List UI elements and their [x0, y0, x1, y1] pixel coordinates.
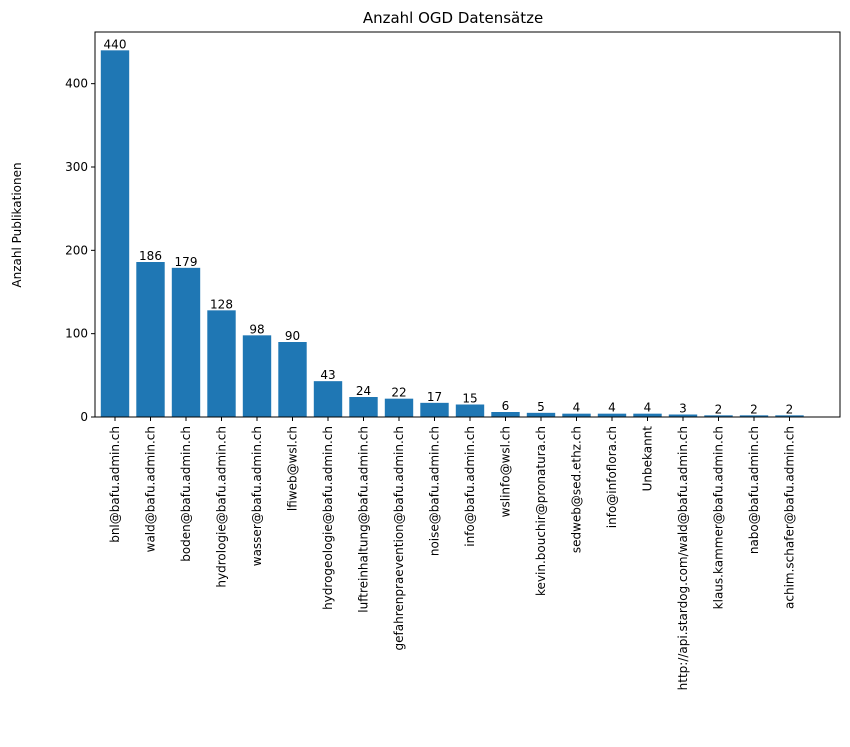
x-tick-label: hydrologie@bafu.admin.ch — [215, 426, 229, 588]
bar-value-label: 440 — [104, 37, 127, 51]
x-tick-label: noise@bafu.admin.ch — [428, 426, 442, 556]
bar-value-label: 24 — [356, 384, 371, 398]
x-tick-label: info@bafu.admin.ch — [463, 426, 477, 547]
x-axis-ticks: bnl@bafu.admin.ch wald@bafu.admin.ch boden… — [108, 417, 797, 690]
bar-value-label: 90 — [285, 329, 300, 343]
bar-value-label: 179 — [175, 255, 198, 269]
bar — [562, 413, 591, 417]
y-axis-label: Anzahl Publikationen — [10, 162, 24, 287]
bar-value-label: 128 — [210, 297, 233, 311]
bar — [668, 414, 698, 417]
bar-value-label: 15 — [462, 392, 477, 406]
y-tick-label: 100 — [65, 327, 88, 341]
x-tick-label: nabo@bafu.admin.ch — [747, 426, 761, 554]
x-tick-label: bnl@bafu.admin.ch — [108, 426, 122, 543]
bar — [739, 415, 769, 417]
x-tick-label: gefahrenpraevention@bafu.admin.ch — [392, 426, 406, 650]
bar-value-label: 43 — [320, 368, 335, 382]
y-axis-ticks: 0 100 200 300 400 — [65, 77, 95, 424]
bar — [278, 342, 307, 417]
x-tick-label: sedweb@sed.ethz.ch — [570, 426, 584, 553]
bar-value-label: 2 — [786, 402, 794, 416]
bar-value-label: 22 — [391, 386, 406, 400]
bar-value-label: 6 — [502, 399, 510, 413]
bar-value-label: 2 — [750, 402, 758, 416]
y-tick-label: 400 — [65, 77, 88, 91]
bar-value-label: 2 — [715, 402, 723, 416]
x-tick-label: wslinfo@wsl.ch — [499, 426, 513, 517]
bar-value-label: 186 — [139, 249, 162, 263]
bar — [526, 412, 556, 417]
bar — [100, 50, 130, 417]
x-tick-label: hydrogeologie@bafu.admin.ch — [321, 426, 335, 610]
bar — [597, 413, 627, 417]
x-tick-label: Unbekannt — [641, 426, 655, 492]
x-tick-label: http://api.stardog.com/wald@bafu.admin.c… — [676, 426, 690, 690]
bar — [704, 415, 733, 417]
y-tick-label: 0 — [80, 410, 88, 424]
y-tick-label: 200 — [65, 243, 88, 257]
bar — [633, 413, 662, 417]
bar-value-label: 17 — [427, 390, 442, 404]
bar — [775, 415, 804, 417]
x-tick-label: kevin.bouchir@pronatura.ch — [534, 426, 548, 596]
bar-value-label: 4 — [573, 401, 581, 415]
bar-value-label: 4 — [644, 401, 652, 415]
bar-value-label: 4 — [608, 401, 616, 415]
x-tick-label: boden@bafu.admin.ch — [179, 426, 193, 562]
x-tick-label: klaus.kammer@bafu.admin.ch — [712, 426, 726, 609]
bar-value-label: 3 — [679, 402, 687, 416]
x-tick-label: lfiweb@wsl.ch — [286, 426, 300, 511]
bar — [384, 398, 414, 417]
bar — [349, 397, 378, 417]
chart-title: Anzahl OGD Datensätze — [363, 9, 543, 27]
bar — [455, 404, 485, 417]
x-tick-label: luftreinhaltung@bafu.admin.ch — [357, 426, 371, 613]
bar — [491, 412, 520, 417]
bar — [136, 262, 165, 417]
bar — [313, 381, 343, 417]
plot-frame — [94, 31, 841, 418]
bars-group — [100, 50, 804, 417]
bar — [207, 310, 236, 417]
y-tick-label: 300 — [65, 160, 88, 174]
bar — [242, 335, 272, 417]
x-tick-label: wasser@bafu.admin.ch — [250, 426, 264, 566]
bar — [171, 267, 201, 417]
bar-value-label: 5 — [537, 400, 545, 414]
bar-value-label: 98 — [249, 322, 264, 336]
bar — [420, 402, 449, 417]
x-tick-label: achim.schafer@bafu.admin.ch — [783, 426, 797, 609]
x-tick-label: info@infoflora.ch — [605, 426, 619, 528]
x-tick-label: wald@bafu.admin.ch — [144, 426, 158, 552]
